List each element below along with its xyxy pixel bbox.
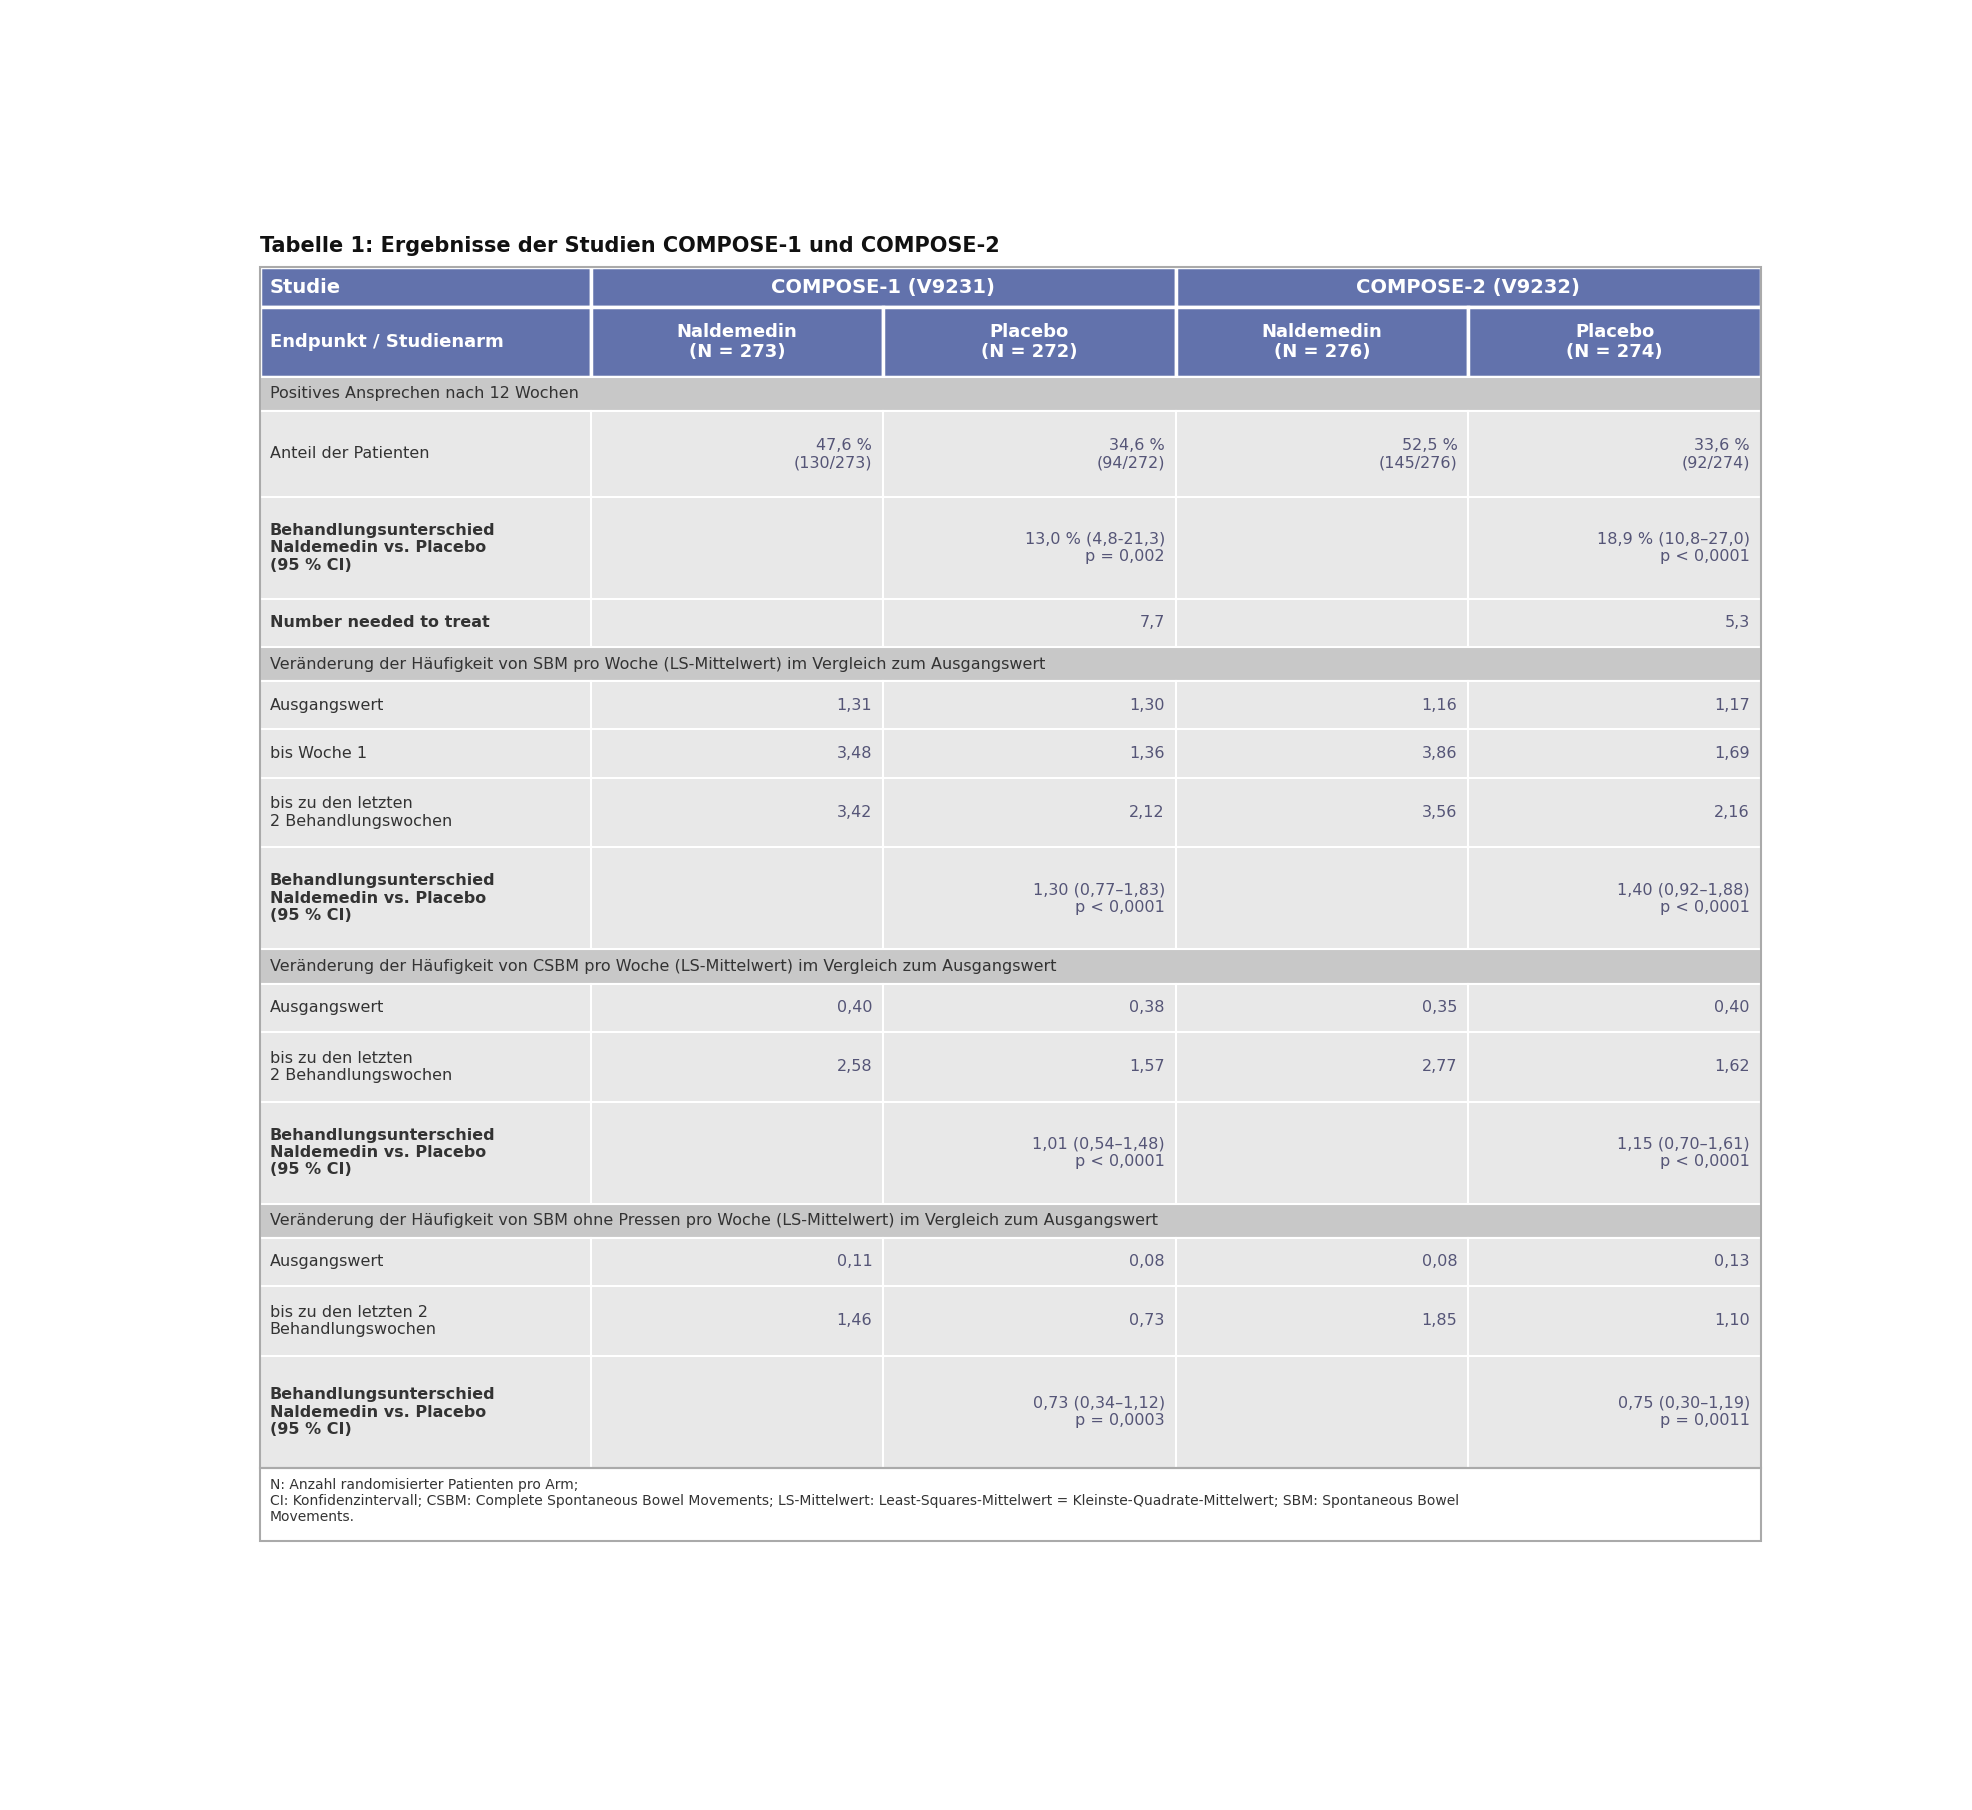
Bar — [590, 1032, 883, 1102]
Text: 0,38: 0,38 — [1130, 1001, 1165, 1015]
Text: COMPOSE-2 (V9232): COMPOSE-2 (V9232) — [1357, 277, 1580, 297]
Text: 0,35: 0,35 — [1422, 1001, 1457, 1015]
Bar — [1175, 983, 1469, 1032]
Text: bis zu den letzten 2
Behandlungswochen: bis zu den letzten 2 Behandlungswochen — [270, 1305, 436, 1338]
Bar — [1175, 496, 1469, 599]
Bar — [1175, 308, 1469, 376]
Bar — [883, 1356, 1175, 1468]
Bar — [260, 1032, 590, 1102]
Text: 1,31: 1,31 — [836, 699, 872, 713]
Text: bis zu den letzten
2 Behandlungswochen: bis zu den letzten 2 Behandlungswochen — [270, 1050, 452, 1082]
Bar — [590, 496, 883, 599]
Bar — [1175, 681, 1469, 729]
Bar — [260, 1204, 1761, 1238]
Bar — [260, 308, 590, 376]
Text: 1,69: 1,69 — [1714, 746, 1749, 760]
Text: Veränderung der Häufigkeit von CSBM pro Woche (LS-Mittelwert) im Vergleich zum A: Veränderung der Häufigkeit von CSBM pro … — [270, 959, 1057, 974]
Text: Naldemedin
(N = 276): Naldemedin (N = 276) — [1262, 322, 1382, 362]
Text: 1,57: 1,57 — [1130, 1059, 1165, 1075]
Text: 0,08: 0,08 — [1130, 1254, 1165, 1269]
Bar — [260, 376, 1761, 411]
Text: 1,85: 1,85 — [1422, 1314, 1457, 1329]
Text: Anteil der Patienten: Anteil der Patienten — [270, 447, 430, 462]
Text: 0,40: 0,40 — [1714, 1001, 1749, 1015]
Bar — [1175, 1356, 1469, 1468]
Bar — [1175, 599, 1469, 646]
Text: Placebo
(N = 274): Placebo (N = 274) — [1566, 322, 1662, 362]
Text: 2,12: 2,12 — [1130, 805, 1165, 820]
Bar — [1469, 1102, 1761, 1204]
Text: 33,6 %
(92/274): 33,6 % (92/274) — [1682, 438, 1749, 471]
Bar — [590, 729, 883, 778]
Bar — [883, 1032, 1175, 1102]
Bar — [1175, 1287, 1469, 1356]
Text: 2,58: 2,58 — [836, 1059, 872, 1075]
Bar — [883, 681, 1175, 729]
Text: 1,01 (0,54–1,48)
p < 0,0001: 1,01 (0,54–1,48) p < 0,0001 — [1031, 1137, 1165, 1169]
Text: Ausgangswert: Ausgangswert — [270, 1254, 385, 1269]
Text: Naldemedin
(N = 273): Naldemedin (N = 273) — [676, 322, 797, 362]
Text: 52,5 %
(145/276): 52,5 % (145/276) — [1378, 438, 1457, 471]
Bar — [1175, 778, 1469, 847]
Text: 13,0 % (4,8-21,3)
p = 0,002: 13,0 % (4,8-21,3) p = 0,002 — [1025, 532, 1165, 565]
Bar — [1469, 681, 1761, 729]
Text: 1,15 (0,70–1,61)
p < 0,0001: 1,15 (0,70–1,61) p < 0,0001 — [1617, 1137, 1749, 1169]
Text: 3,56: 3,56 — [1422, 805, 1457, 820]
Bar — [590, 847, 883, 948]
Bar — [883, 1102, 1175, 1204]
Text: 47,6 %
(130/273): 47,6 % (130/273) — [795, 438, 872, 471]
Bar — [1175, 268, 1761, 308]
Bar — [1175, 729, 1469, 778]
Text: 2,16: 2,16 — [1714, 805, 1749, 820]
Bar — [260, 1238, 590, 1287]
Bar — [260, 1287, 590, 1356]
Bar — [883, 599, 1175, 646]
Bar — [590, 308, 883, 376]
Bar — [590, 1356, 883, 1468]
Bar — [1469, 1356, 1761, 1468]
Bar — [260, 1356, 590, 1468]
Text: Positives Ansprechen nach 12 Wochen: Positives Ansprechen nach 12 Wochen — [270, 386, 578, 402]
Bar — [883, 496, 1175, 599]
Bar — [260, 411, 590, 496]
Bar — [883, 1287, 1175, 1356]
Text: 0,08: 0,08 — [1422, 1254, 1457, 1269]
Bar — [260, 268, 590, 308]
Text: 3,48: 3,48 — [836, 746, 872, 760]
Text: 0,73 (0,34–1,12)
p = 0,0003: 0,73 (0,34–1,12) p = 0,0003 — [1033, 1396, 1165, 1428]
Text: Veränderung der Häufigkeit von SBM pro Woche (LS-Mittelwert) im Vergleich zum Au: Veränderung der Häufigkeit von SBM pro W… — [270, 657, 1045, 672]
Bar — [1469, 1287, 1761, 1356]
Bar — [1469, 847, 1761, 948]
Text: Placebo
(N = 272): Placebo (N = 272) — [982, 322, 1077, 362]
Bar — [1469, 496, 1761, 599]
Text: Tabelle 1: Ergebnisse der Studien COMPOSE-1 und COMPOSE-2: Tabelle 1: Ergebnisse der Studien COMPOS… — [260, 237, 1000, 257]
Bar — [1175, 1102, 1469, 1204]
Bar — [1469, 1238, 1761, 1287]
Text: N: Anzahl randomisierter Patienten pro Arm;
CI: Konfidenzintervall; CSBM: Comple: N: Anzahl randomisierter Patienten pro A… — [270, 1477, 1459, 1524]
Bar — [590, 681, 883, 729]
Bar — [1175, 1032, 1469, 1102]
Text: 1,36: 1,36 — [1130, 746, 1165, 760]
Text: 5,3: 5,3 — [1726, 615, 1749, 630]
Bar — [590, 1238, 883, 1287]
Text: bis zu den letzten
2 Behandlungswochen: bis zu den letzten 2 Behandlungswochen — [270, 796, 452, 829]
Text: 1,30: 1,30 — [1130, 699, 1165, 713]
Text: 3,86: 3,86 — [1422, 746, 1457, 760]
Text: 0,13: 0,13 — [1714, 1254, 1749, 1269]
Bar — [590, 1102, 883, 1204]
Text: 3,42: 3,42 — [836, 805, 872, 820]
Bar — [1469, 778, 1761, 847]
Bar — [1469, 599, 1761, 646]
Text: 0,11: 0,11 — [836, 1254, 872, 1269]
Text: 1,46: 1,46 — [836, 1314, 872, 1329]
Text: 0,40: 0,40 — [836, 1001, 872, 1015]
Bar — [883, 411, 1175, 496]
Bar — [1469, 308, 1761, 376]
Bar — [260, 646, 1761, 681]
Text: COMPOSE-1 (V9231): COMPOSE-1 (V9231) — [771, 277, 996, 297]
Bar — [1469, 983, 1761, 1032]
Text: Studie: Studie — [270, 277, 341, 297]
Text: 1,10: 1,10 — [1714, 1314, 1749, 1329]
Bar — [1175, 411, 1469, 496]
Text: Endpunkt / Studienarm: Endpunkt / Studienarm — [270, 333, 503, 351]
